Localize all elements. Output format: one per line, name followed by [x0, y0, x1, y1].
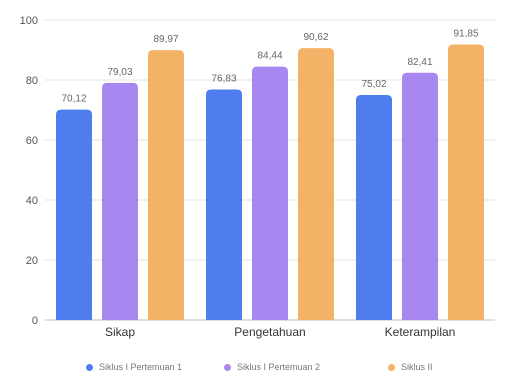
x-category-label: Sikap: [105, 325, 135, 339]
legend-label-series-3: Siklus II: [401, 362, 433, 372]
x-category-label: Keterampilan: [385, 325, 456, 339]
bar: [402, 72, 438, 321]
bar: [148, 50, 184, 321]
data-label: 89,97: [153, 34, 178, 45]
legend: Siklus I Pertemuan 1 Siklus I Pertemuan …: [0, 362, 511, 382]
bar: [56, 109, 92, 320]
y-tick-label: 0: [32, 315, 38, 327]
y-tick-label: 20: [26, 255, 38, 267]
data-label: 82,41: [407, 57, 432, 68]
data-label: 90,62: [303, 32, 328, 43]
x-category-label: Pengetahuan: [234, 325, 305, 339]
bar: [298, 48, 334, 320]
bar: [252, 66, 288, 321]
bar: [102, 82, 138, 320]
bar: [356, 94, 392, 320]
legend-label-series-2: Siklus I Pertemuan 2: [237, 362, 321, 372]
legend-swatch-series-2: [224, 363, 231, 371]
x-axis-categories: Sikap Pengetahuan Keterampilan: [105, 325, 455, 339]
data-label: 76,83: [211, 74, 236, 85]
bar: [206, 89, 242, 320]
y-tick-label: 100: [20, 15, 38, 27]
bar: [448, 44, 484, 320]
legend-item-series-2: Siklus I Pertemuan 2: [224, 362, 320, 372]
data-label: 70,12: [61, 94, 86, 105]
data-label: 79,03: [107, 67, 132, 78]
y-tick-label: 60: [26, 135, 38, 147]
data-label: 84,44: [257, 51, 282, 62]
y-tick-label: 40: [26, 195, 38, 207]
data-label: 75,02: [361, 79, 386, 90]
data-labels: 70,12 79,03 89,97 76,83 84,44 90,62 75,02 82,41…: [61, 28, 478, 104]
y-axis-ticks: 0 20 40 60 80 100: [20, 15, 38, 327]
legend-item-series-1: Siklus I Pertemuan 1: [86, 362, 182, 372]
data-label: 91,85: [453, 28, 478, 39]
legend-item-series-3: Siklus II: [388, 362, 433, 372]
y-tick-label: 80: [26, 75, 38, 87]
legend-swatch-series-3: [388, 363, 395, 371]
legend-label-series-1: Siklus I Pertemuan 1: [99, 362, 183, 372]
bar-series: [56, 44, 484, 321]
legend-swatch-series-1: [86, 363, 93, 371]
